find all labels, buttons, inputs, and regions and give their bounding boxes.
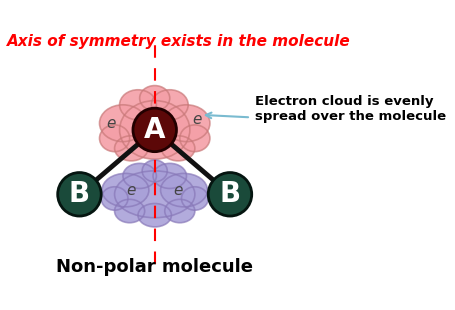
Ellipse shape [182,187,208,210]
Ellipse shape [102,173,149,207]
Ellipse shape [153,163,187,188]
Ellipse shape [115,199,145,223]
Ellipse shape [161,173,207,207]
Ellipse shape [115,136,148,161]
Ellipse shape [100,105,147,142]
Text: Axis of symmetry exists in the molecule: Axis of symmetry exists in the molecule [7,34,350,49]
Text: B: B [69,180,90,208]
Ellipse shape [138,203,172,227]
Circle shape [208,173,252,216]
Circle shape [133,108,177,152]
Text: e: e [192,113,201,127]
Text: e: e [106,116,116,131]
Ellipse shape [123,163,157,188]
Ellipse shape [101,187,128,210]
Text: A: A [144,116,166,144]
Ellipse shape [120,101,190,159]
Text: e: e [126,183,136,197]
Text: B: B [219,180,241,208]
Ellipse shape [142,160,167,182]
Text: Non-polar molecule: Non-polar molecule [56,258,253,276]
Ellipse shape [152,90,188,120]
Ellipse shape [115,171,195,218]
Ellipse shape [120,90,157,120]
Text: e: e [173,183,183,197]
Ellipse shape [180,125,210,152]
Text: Electron cloud is evenly
spread over the molecule: Electron cloud is evenly spread over the… [255,95,446,123]
Ellipse shape [163,105,210,142]
Ellipse shape [165,199,195,223]
Circle shape [58,173,101,216]
Ellipse shape [140,86,170,111]
Ellipse shape [100,125,130,152]
Ellipse shape [162,136,195,161]
